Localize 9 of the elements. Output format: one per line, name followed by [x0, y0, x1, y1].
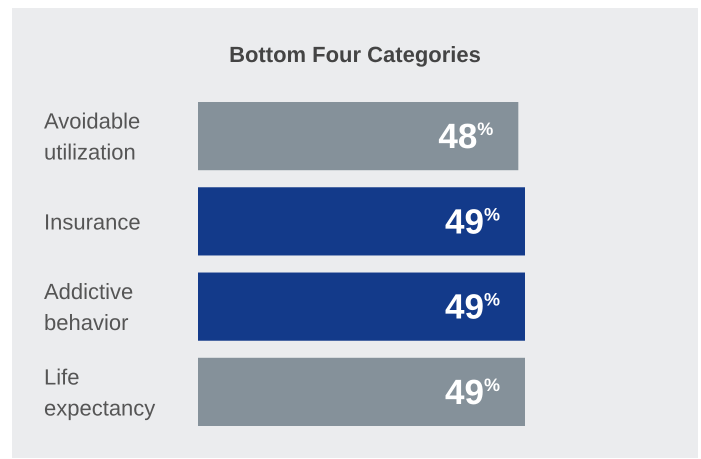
data-label: 49$^{%}$ — [445, 202, 500, 242]
data-label: 49$^{%}$ — [445, 288, 500, 327]
chart-title: Bottom Four Categories — [229, 42, 481, 67]
y-tick-label: Avoidable utilization — [44, 108, 140, 165]
data-label: 48$^{%}$ — [438, 117, 494, 156]
y-tick-label: Addictive behavior — [44, 279, 134, 336]
y-tick-label: Insurance — [44, 209, 141, 234]
y-tick-label: Life expectancy — [44, 364, 156, 420]
data-label: 49$^{%}$ — [445, 372, 500, 412]
